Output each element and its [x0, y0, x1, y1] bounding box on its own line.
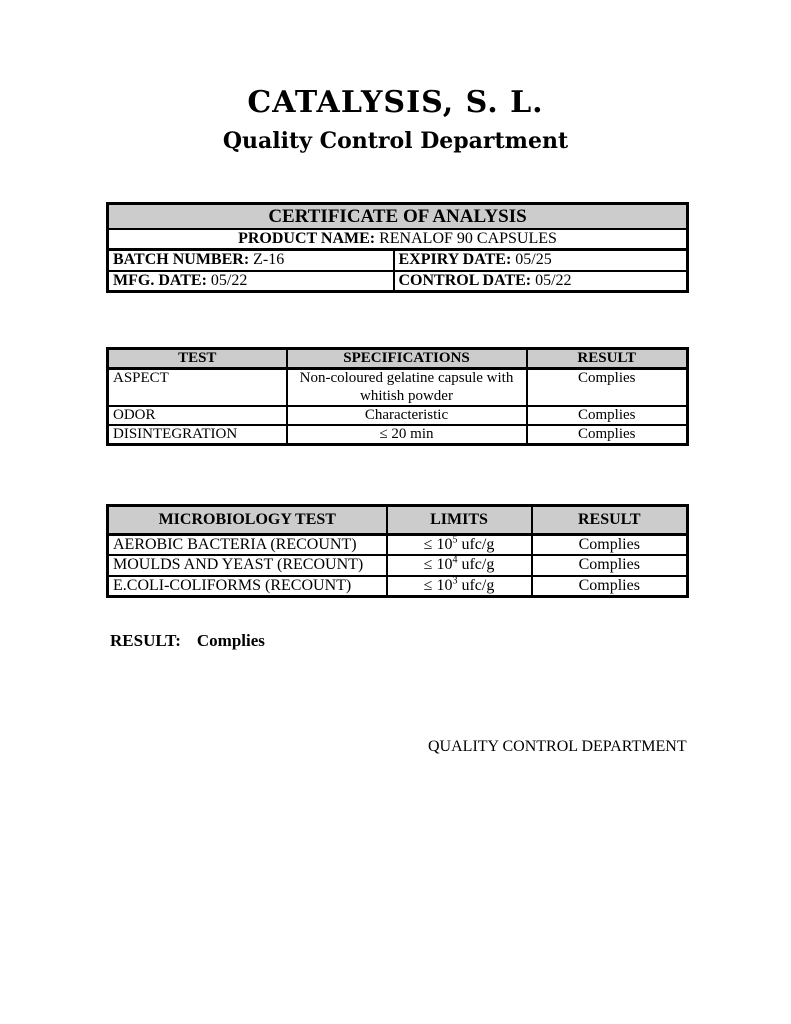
- physical-tests-table: TEST SPECIFICATIONS RESULT ASPECT Non-co…: [106, 347, 689, 447]
- col-header-test: TEST: [106, 347, 288, 371]
- result-cell: Complies: [530, 533, 689, 557]
- test-name-cell: ASPECT: [106, 367, 288, 407]
- control-date-cell: CONTROL DATE: 05/22: [392, 269, 689, 293]
- result-cell: Complies: [525, 404, 689, 427]
- overall-result-value: Complies: [196, 631, 265, 650]
- limit-cell: ≤ 105 ufc/g: [385, 533, 533, 557]
- limit-base: ≤ 10: [423, 576, 453, 594]
- product-name-cell: PRODUCT NAME: RENALOF 90 CAPSULES: [106, 228, 689, 252]
- limit-cell: ≤ 103 ufc/g: [385, 574, 533, 598]
- micro-test-name-cell: MOULDS AND YEAST (RECOUNT): [106, 554, 388, 577]
- company-title: CATALYSIS, S. L.: [247, 85, 544, 120]
- expiry-date-cell: EXPIRY DATE: 05/25: [392, 248, 689, 272]
- control-date-value: 05/22: [535, 271, 572, 289]
- table-row: E.COLI-COLIFORMS (RECOUNT) ≤ 103 ufc/g C…: [106, 574, 689, 598]
- col-header-result: RESULT: [530, 504, 689, 536]
- limit-unit: ufc/g: [457, 556, 495, 574]
- limit-base: ≤ 10: [423, 536, 453, 553]
- specification-cell: ≤ 20 min: [285, 424, 528, 446]
- test-name-cell: ODOR: [106, 404, 288, 427]
- product-name-label: PRODUCT NAME:: [238, 230, 376, 247]
- microbiology-tests-table: MICROBIOLOGY TEST LIMITS RESULT AEROBIC …: [106, 504, 689, 599]
- product-name-value: RENALOF 90 CAPSULES: [379, 230, 557, 247]
- limit-exponent: 3: [452, 575, 458, 587]
- overall-result-line: RESULT: Complies: [110, 631, 265, 651]
- expiry-date-label: EXPIRY DATE:: [398, 251, 512, 269]
- limit-base: ≤ 10: [423, 556, 453, 574]
- mfg-date-cell: MFG. DATE: 05/22: [106, 269, 395, 293]
- certificate-title: CERTIFICATE OF ANALYSIS: [106, 202, 689, 230]
- mfg-date-value: 05/22: [210, 271, 248, 289]
- control-date-label: CONTROL DATE:: [398, 271, 532, 289]
- batch-number-cell: BATCH NUMBER: Z-16: [106, 248, 395, 272]
- table-row: ASPECT Non-coloured gelatine capsule wit…: [106, 367, 689, 407]
- table-row: AEROBIC BACTERIA (RECOUNT) ≤ 105 ufc/g C…: [106, 533, 689, 557]
- micro-test-name-cell: E.COLI-COLIFORMS (RECOUNT): [106, 574, 388, 598]
- col-header-microbiology-test: MICROBIOLOGY TEST: [106, 504, 388, 536]
- overall-result-label: RESULT:: [110, 631, 181, 650]
- signature-department: QUALITY CONTROL DEPARTMENT: [428, 738, 687, 755]
- batch-number-value: Z-16: [253, 251, 285, 269]
- result-cell: Complies: [525, 367, 689, 407]
- mfg-date-label: MFG. DATE:: [113, 271, 207, 289]
- col-header-limits: LIMITS: [385, 504, 533, 536]
- table-row: DISINTEGRATION ≤ 20 min Complies: [106, 424, 689, 446]
- department-subtitle: Quality Control Department: [222, 128, 569, 154]
- specification-cell: Characteristic: [285, 404, 528, 427]
- result-cell: Complies: [530, 574, 689, 598]
- limit-unit: ufc/g: [457, 576, 495, 594]
- limit-exponent: 4: [452, 555, 458, 567]
- test-name-cell: DISINTEGRATION: [106, 424, 288, 446]
- col-header-specifications: SPECIFICATIONS: [285, 347, 528, 371]
- batch-number-label: BATCH NUMBER:: [113, 251, 250, 269]
- result-cell: Complies: [530, 554, 689, 577]
- result-cell: Complies: [525, 424, 689, 446]
- expiry-date-value: 05/25: [515, 251, 552, 269]
- col-header-result: RESULT: [525, 347, 689, 371]
- limit-exponent: 5: [452, 534, 458, 546]
- limit-cell: ≤ 104 ufc/g: [385, 554, 533, 577]
- limit-unit: ufc/g: [457, 536, 495, 553]
- table-row: ODOR Characteristic Complies: [106, 404, 689, 427]
- table-row: MOULDS AND YEAST (RECOUNT) ≤ 104 ufc/g C…: [106, 554, 689, 577]
- specification-cell: Non-coloured gelatine capsule with whiti…: [285, 367, 528, 407]
- certificate-info-table: CERTIFICATE OF ANALYSIS PRODUCT NAME: RE…: [106, 202, 689, 294]
- micro-test-name-cell: AEROBIC BACTERIA (RECOUNT): [106, 533, 388, 557]
